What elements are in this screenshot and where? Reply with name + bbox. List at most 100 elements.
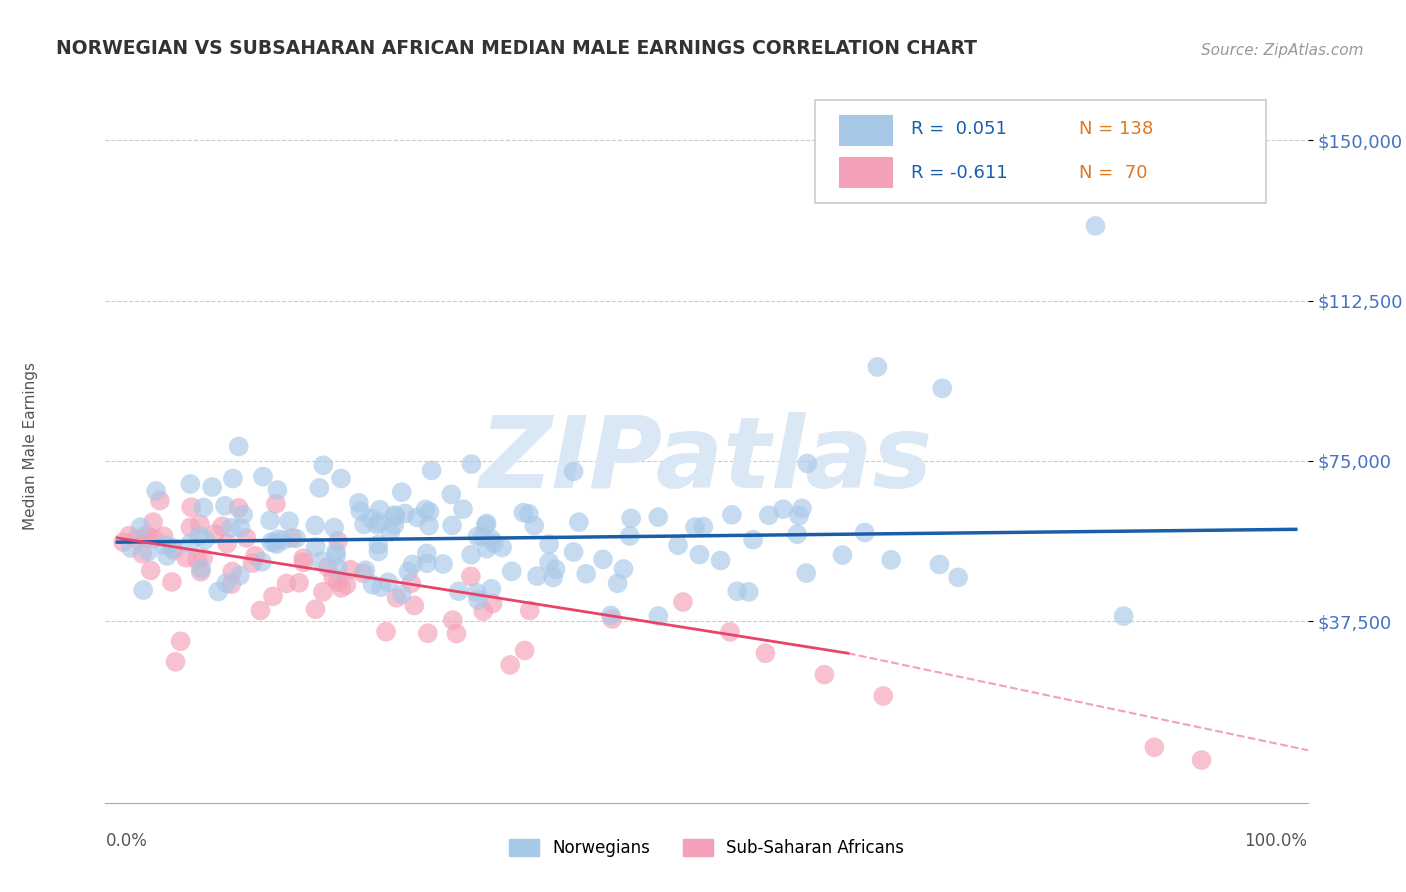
Point (118, 529, 141, 543)
Point (266, 483, 288, 497)
Point (153, 538, 176, 552)
Legend: Norwegians, Sub-Saharan Africans: Norwegians, Sub-Saharan Africans (501, 831, 912, 866)
Point (418, 505, 440, 519)
Point (688, 548, 710, 562)
Point (575, 566, 598, 581)
Point (396, 565, 419, 579)
Point (479, 532, 502, 546)
Point (738, 585, 761, 599)
Text: Median Male Earnings: Median Male Earnings (24, 362, 38, 530)
Point (391, 485, 413, 500)
Point (479, 582, 502, 596)
Point (142, 532, 165, 546)
Text: Source: ZipAtlas.com: Source: ZipAtlas.com (1201, 43, 1364, 58)
Point (276, 576, 298, 591)
Point (152, 529, 174, 543)
Point (460, 548, 482, 562)
Text: 100.0%: 100.0% (1244, 831, 1308, 849)
Point (401, 576, 423, 591)
Point (592, 552, 614, 566)
Point (772, 502, 794, 516)
Point (367, 544, 389, 558)
Point (794, 566, 817, 581)
Point (391, 587, 413, 601)
Point (786, 527, 808, 541)
Point (262, 590, 284, 604)
Point (472, 604, 495, 618)
Point (292, 555, 315, 569)
Point (353, 517, 375, 532)
Point (931, 381, 953, 395)
Point (647, 510, 669, 524)
Point (725, 584, 748, 599)
Point (441, 613, 464, 627)
Text: NORWEGIAN VS SUBSAHARAN AFRICAN MEDIAN MALE EARNINGS CORRELATION CHART: NORWEGIAN VS SUBSAHARAN AFRICAN MEDIAN M… (56, 39, 977, 58)
Point (260, 535, 283, 549)
Point (312, 584, 335, 599)
Point (513, 643, 536, 657)
Text: R = -0.611: R = -0.611 (911, 164, 1008, 182)
Point (620, 511, 643, 525)
Point (538, 537, 561, 551)
Point (149, 493, 172, 508)
Point (215, 576, 238, 591)
Point (194, 533, 217, 547)
Point (330, 471, 353, 485)
Point (481, 597, 503, 611)
Point (460, 457, 482, 471)
Point (666, 538, 689, 552)
Point (538, 555, 561, 569)
Point (360, 511, 382, 525)
Point (135, 528, 157, 542)
Point (193, 550, 215, 565)
Point (190, 562, 212, 576)
Point (221, 565, 243, 579)
Point (1084, 219, 1107, 233)
Point (491, 541, 513, 555)
Point (250, 555, 273, 569)
Point (288, 575, 311, 590)
Point (266, 537, 288, 551)
Point (308, 481, 330, 495)
Point (180, 500, 202, 515)
Point (370, 580, 392, 594)
Point (201, 480, 224, 494)
Point (382, 508, 405, 522)
Point (441, 518, 464, 533)
Point (475, 541, 498, 556)
Point (796, 457, 818, 471)
Point (1143, 740, 1166, 755)
Point (259, 513, 281, 527)
Point (160, 574, 183, 589)
Point (406, 510, 429, 524)
Point (416, 557, 439, 571)
Point (222, 471, 245, 485)
Point (242, 556, 264, 570)
Point (380, 524, 402, 539)
Point (517, 507, 540, 521)
Point (831, 548, 853, 562)
Point (368, 502, 391, 516)
Point (326, 561, 349, 575)
Point (568, 515, 591, 529)
Point (131, 547, 153, 561)
Point (217, 536, 239, 550)
Point (354, 563, 377, 577)
Point (465, 586, 488, 600)
Point (322, 570, 344, 584)
Point (325, 549, 347, 563)
Point (519, 603, 541, 617)
Point (134, 531, 156, 545)
Point (647, 609, 669, 624)
Point (474, 518, 496, 533)
Point (243, 549, 266, 563)
Text: ZIPatlas: ZIPatlas (479, 412, 934, 508)
Point (446, 626, 468, 640)
Point (169, 634, 191, 648)
Point (787, 508, 810, 523)
Point (325, 545, 347, 559)
Point (384, 508, 406, 523)
Point (946, 570, 969, 584)
Point (235, 531, 257, 545)
Point (866, 359, 889, 374)
